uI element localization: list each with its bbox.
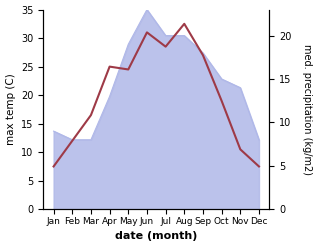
Y-axis label: med. precipitation (kg/m2): med. precipitation (kg/m2) [302, 44, 313, 175]
X-axis label: date (month): date (month) [115, 231, 197, 242]
Y-axis label: max temp (C): max temp (C) [5, 74, 16, 145]
